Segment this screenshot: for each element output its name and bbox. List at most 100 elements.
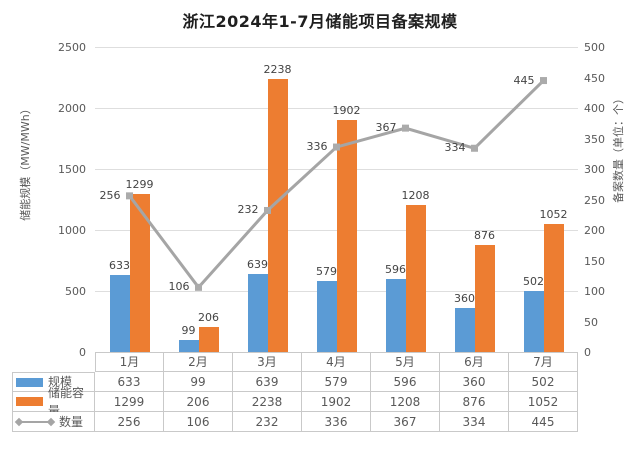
right-axis-tick-label: 350 — [584, 132, 605, 146]
left-axis-tick-label: 2500 — [58, 41, 86, 54]
table-corner-cell — [12, 352, 95, 372]
right-axis-tick-label: 500 — [584, 41, 605, 54]
bar-规模 — [454, 308, 475, 352]
right-axis-tick-label: 100 — [584, 285, 605, 298]
right-axis-tick-label: 300 — [584, 163, 605, 176]
bar-label: 2238 — [263, 62, 292, 76]
legend-label: 规模 — [48, 375, 73, 389]
bar-label: 876 — [474, 229, 495, 243]
table-month-header: 6月 — [440, 352, 509, 372]
bar-规模 — [247, 274, 268, 352]
bar-label: 99 — [181, 323, 196, 337]
legend-cell-规模: 规模 — [12, 372, 95, 392]
table-value-cell: 633 — [95, 372, 164, 392]
table-value-cell: 206 — [164, 392, 233, 412]
bar-label: 502 — [523, 274, 544, 288]
bar-规模 — [109, 274, 130, 352]
bar-储能容量 — [405, 204, 426, 352]
line-label: 106 — [168, 280, 190, 294]
right-axis-tick-label: 50 — [584, 315, 598, 329]
legend-cell-数量: 数量 — [12, 412, 95, 432]
left-axis-tick-label: 1000 — [58, 224, 86, 237]
table-month-header: 4月 — [302, 352, 371, 372]
bar-储能容量 — [129, 193, 150, 352]
right-axis-tick-label: 250 — [584, 193, 605, 207]
table-value-cell: 367 — [371, 412, 440, 432]
legend-cell-储能容量: 储能容量 — [12, 386, 95, 418]
right-axis-tick-label: 200 — [584, 224, 605, 237]
bar-储能容量 — [267, 78, 288, 352]
table-value-cell: 876 — [440, 392, 509, 412]
bar-label: 360 — [454, 292, 475, 306]
table-month-header: 3月 — [233, 352, 302, 372]
line-label: 256 — [99, 188, 121, 202]
table-month-header: 2月 — [164, 352, 233, 372]
line-marker — [471, 144, 478, 152]
bar-label: 579 — [316, 265, 337, 279]
table-value-cell: 1902 — [302, 392, 371, 412]
legend-swatch-scale — [16, 377, 43, 387]
line-marker — [402, 124, 409, 132]
right-axis-tick-label: 150 — [584, 254, 605, 268]
bar-规模 — [385, 279, 406, 352]
bar-储能容量 — [474, 245, 495, 352]
legend-line — [17, 420, 53, 423]
table-value-cell: 1299 — [95, 392, 164, 412]
legend-label: 数量 — [59, 414, 84, 429]
bar-储能容量 — [543, 223, 564, 352]
right-axis-tick-label: 450 — [584, 71, 605, 85]
legend-diamond-icon — [14, 417, 24, 426]
bar-规模 — [178, 339, 199, 352]
line-label: 232 — [237, 203, 259, 217]
bar-储能容量 — [198, 326, 219, 352]
table-value-cell: 639 — [233, 372, 302, 392]
table-value-cell: 579 — [302, 372, 371, 392]
gridline — [95, 47, 578, 48]
left-axis-tick-label: 0 — [79, 346, 86, 359]
bar-label: 639 — [247, 258, 268, 272]
bar-规模 — [316, 281, 337, 352]
table-value-cell: 232 — [233, 412, 302, 432]
left-axis-tick-label: 2000 — [58, 102, 86, 115]
table-value-cell: 334 — [440, 412, 509, 432]
table-value-cell: 99 — [164, 372, 233, 392]
legend-swatch-capacity — [16, 397, 43, 406]
table-value-cell: 1052 — [509, 392, 578, 412]
table-value-cell: 445 — [509, 412, 578, 432]
line-marker — [195, 283, 202, 291]
table-value-cell: 2238 — [233, 392, 302, 412]
table-month-header: 1月 — [95, 352, 164, 372]
table-value-cell: 596 — [371, 372, 440, 392]
table-month-header: 5月 — [371, 352, 440, 372]
bar-label: 1299 — [125, 177, 154, 191]
table-value-cell: 360 — [440, 372, 509, 392]
legend-diamond-icon — [46, 417, 56, 426]
bar-label: 206 — [198, 310, 219, 324]
bar-规模 — [523, 290, 544, 352]
bar-label: 596 — [385, 263, 406, 277]
left-axis-tick-label: 500 — [65, 285, 86, 298]
data-table: 1月 2月 3月 4月 5月 6月 7月规模 633 99 639 579 596 360 502 储能容量… — [12, 352, 578, 432]
table-value-cell: 502 — [509, 372, 578, 392]
line-label: 367 — [375, 121, 397, 135]
line-label: 334 — [444, 141, 466, 155]
table-value-cell: 336 — [302, 412, 371, 432]
bar-label: 633 — [109, 258, 130, 272]
bar-label: 1052 — [539, 207, 568, 221]
table-value-cell: 106 — [164, 412, 233, 432]
bar-储能容量 — [336, 119, 357, 352]
table-value-cell: 1208 — [371, 392, 440, 412]
right-axis-tick-label: 400 — [584, 102, 605, 115]
line-label: 336 — [306, 140, 328, 154]
bar-label: 1902 — [332, 103, 361, 117]
left-axis-title: 储能规模（MW/MWh） — [19, 103, 32, 221]
chart-title: 浙江2024年1-7月储能项目备案规模 — [182, 12, 458, 31]
right-axis-tick-label: 0 — [584, 346, 591, 359]
bar-label: 1208 — [401, 188, 430, 202]
table-value-cell: 256 — [95, 412, 164, 432]
line-label: 445 — [513, 73, 535, 87]
left-axis-tick-label: 1500 — [58, 163, 86, 176]
table-month-header: 7月 — [509, 352, 578, 372]
line-marker — [540, 77, 547, 85]
